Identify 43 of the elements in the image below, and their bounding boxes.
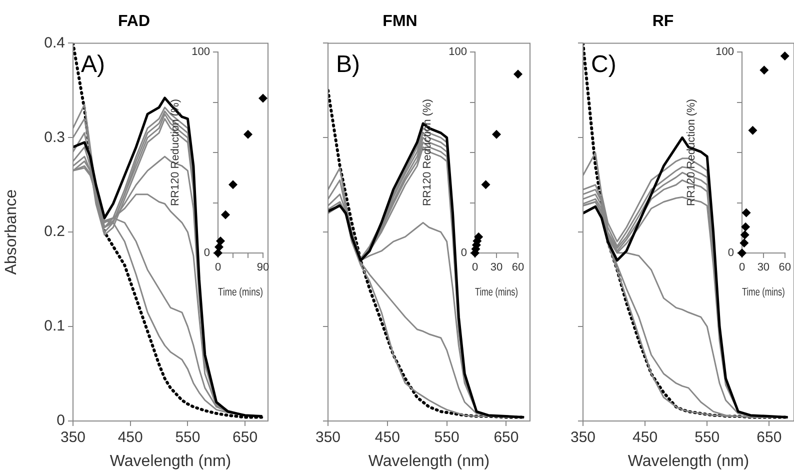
x-tick-label: 650	[232, 429, 258, 446]
x-tick-label: 60	[778, 262, 792, 274]
annotation: A)	[81, 50, 105, 78]
x-tick-label: 60	[512, 262, 524, 274]
x-axis-title: Time (mins)	[742, 286, 785, 299]
x-axis-title: Wavelength (nm)	[368, 452, 490, 470]
chart-title: RF	[652, 13, 674, 30]
x-tick-label: 0	[472, 262, 478, 274]
y-tick-label: 0.4	[44, 34, 65, 52]
y-tick-label: 100	[192, 46, 210, 58]
x-tick-label: 0	[214, 262, 222, 274]
x-axis-title: Time (mins)	[475, 286, 518, 299]
y-axis-title: RR120 Reduction (%)	[686, 99, 698, 206]
x-tick-label: 550	[694, 429, 720, 446]
y-tick-label: 100	[448, 46, 467, 58]
y-tick-label: 100	[716, 46, 734, 58]
x-tick-label: 650	[756, 429, 782, 446]
x-tick-label: 450	[374, 429, 400, 446]
x-axis-title: Wavelength (nm)	[110, 452, 232, 470]
annotation: C)	[591, 50, 616, 78]
x-tick-label: 550	[175, 429, 200, 446]
x-tick-label: 550	[434, 429, 460, 446]
annotation: B)	[336, 50, 360, 78]
x-tick-label: 350	[60, 429, 86, 446]
x-tick-label: 350	[315, 429, 341, 446]
y-axis-title: RR120 Reduction (%)	[422, 99, 434, 206]
y-tick-label: 0.2	[44, 223, 65, 240]
x-tick-label: 650	[494, 429, 519, 446]
x-tick-label: 0	[738, 262, 746, 274]
y-tick-label: 0.3	[44, 128, 65, 146]
x-tick-label: 350	[570, 429, 596, 446]
x-axis-title: Time (mins)	[218, 286, 263, 299]
y-tick-label: 0.1	[44, 318, 65, 335]
y-tick-label: 0	[56, 412, 65, 430]
x-tick-label: 450	[632, 429, 658, 446]
x-tick-label: 30	[757, 262, 770, 274]
y-axis-title: RR120 Reduction (%)	[170, 99, 182, 206]
chart-title: FMN	[382, 13, 418, 30]
x-axis-title: Wavelength (nm)	[628, 452, 750, 470]
x-tick-label: 450	[118, 429, 143, 446]
x-tick-label: 30	[490, 262, 503, 274]
y-axis-title: Absorbance	[3, 189, 20, 275]
chart-title: FAD	[118, 13, 150, 30]
